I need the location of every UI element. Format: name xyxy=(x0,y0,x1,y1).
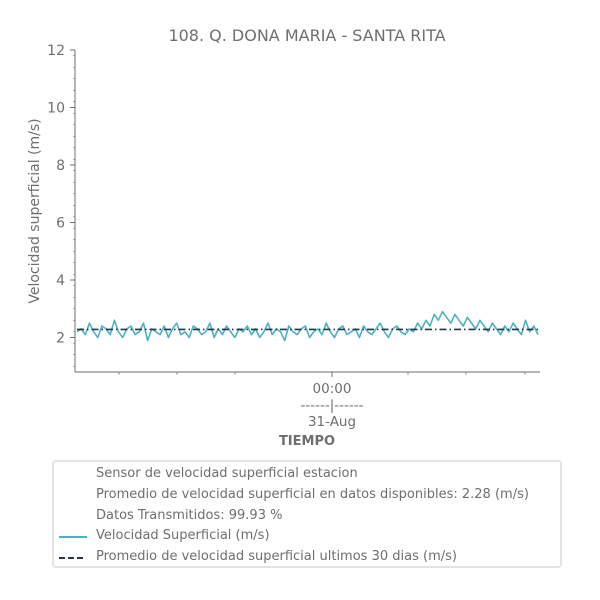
velocity-chart: 108. Q. DONA MARIA - SANTA RITA Velocida… xyxy=(27,26,540,449)
legend: Sensor de velocidad superficial estacion… xyxy=(52,460,562,568)
axes: 2 4 6 8 10 12 00:00------|------31-Aug xyxy=(47,43,540,430)
legend-label: Promedio de velocidad superficial ultimo… xyxy=(96,549,457,564)
x-tick-label: 00:00 xyxy=(313,381,352,397)
y-tick-label: 6 xyxy=(56,216,65,232)
y-tick-label: 8 xyxy=(56,158,65,174)
legend-item-sensor: Sensor de velocidad superficial estacion xyxy=(54,464,560,484)
average-line-swatch xyxy=(59,557,83,559)
chart-title: 108. Q. DONA MARIA - SANTA RITA xyxy=(168,26,445,45)
y-tick-label: 12 xyxy=(47,43,65,59)
legend-item-average-30-days: Promedio de velocidad superficial ultimo… xyxy=(54,547,560,567)
legend-item-transmitted: Datos Transmitidos: 99.93 % xyxy=(54,506,560,526)
x-tick-label: ------|------ xyxy=(300,398,363,414)
velocity-line-swatch xyxy=(59,536,87,538)
legend-item-velocity: Velocidad Superficial (m/s) xyxy=(54,526,560,546)
y-tick-label: 2 xyxy=(56,331,65,347)
velocity-series-line xyxy=(76,310,539,342)
y-axis-label: Velocidad superficial (m/s) xyxy=(27,118,43,303)
legend-label: Sensor de velocidad superficial estacion xyxy=(96,466,358,481)
x-axis-label: TIEMPO xyxy=(279,434,335,449)
y-tick-label: 10 xyxy=(47,101,65,117)
y-tick-label: 4 xyxy=(56,273,65,289)
legend-item-average-available: Promedio de velocidad superficial en dat… xyxy=(54,485,560,505)
x-tick-label: 31-Aug xyxy=(308,414,356,430)
series-group xyxy=(76,310,539,342)
legend-label: Datos Transmitidos: 99.93 % xyxy=(96,508,283,523)
legend-label: Velocidad Superficial (m/s) xyxy=(96,528,270,543)
legend-label: Promedio de velocidad superficial en dat… xyxy=(96,487,529,502)
